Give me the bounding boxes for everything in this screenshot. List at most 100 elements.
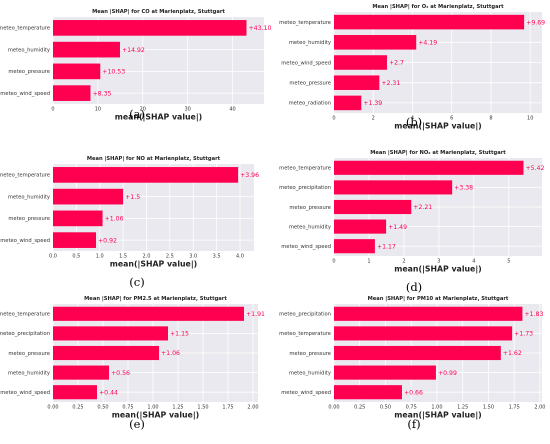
category-label: meteo_wind_speed <box>0 238 50 244</box>
category-label: meteo_temperature <box>0 312 50 318</box>
x-tick-label: 1.50 <box>197 405 208 411</box>
subfigure-label: (e) <box>129 417 145 431</box>
bar-value-label: +0.92 <box>98 237 117 244</box>
bar-value-label: +14.92 <box>122 47 145 54</box>
x-tick-label: 2.00 <box>247 405 258 411</box>
category-label: meteo_pressure <box>8 69 50 75</box>
category-label: meteo_humidity <box>8 47 50 53</box>
category-label: meteo_temperature <box>0 173 50 179</box>
category-label: meteo_temperature <box>279 331 331 337</box>
chart-panel: +3.96 meteo_temperature +1.5 meteo_humidity… <box>0 156 259 289</box>
bar <box>53 20 247 36</box>
category-label: meteo_wind_speed <box>281 390 331 396</box>
x-tick-label: 1.0 <box>96 254 104 260</box>
bar-value-label: +2.31 <box>381 80 400 87</box>
x-tick-label: 10 <box>527 116 533 122</box>
bar <box>334 326 513 341</box>
bar <box>334 345 501 361</box>
subfigure-label: (f) <box>407 417 420 431</box>
x-tick-label: 1.50 <box>483 405 494 411</box>
x-tick-label: 40 <box>229 107 235 113</box>
bar-value-label: +0.56 <box>111 370 130 377</box>
bar <box>53 365 109 380</box>
bar-value-label: +43.10 <box>248 25 271 32</box>
x-tick-label: 0.75 <box>406 405 417 411</box>
bar-value-label: +4.19 <box>418 40 437 47</box>
bar-value-label: +1.62 <box>503 350 522 357</box>
chart-panel: +9.69 meteo_temperature +4.19 meteo_humidit… <box>279 4 545 132</box>
x-tick-label: 0.25 <box>72 405 83 411</box>
bar <box>334 55 387 70</box>
x-tick-label: 0 <box>332 259 335 265</box>
bar-value-label: +3.38 <box>454 185 473 192</box>
category-label: meteo_humidity <box>8 370 50 376</box>
x-tick-label: 1.00 <box>147 405 158 411</box>
bar <box>53 385 97 400</box>
x-tick-label: 1 <box>367 259 370 265</box>
bar-value-label: +1.83 <box>524 311 543 318</box>
bar <box>334 180 453 195</box>
bar-value-label: +0.44 <box>99 389 118 396</box>
bar-value-label: +1.39 <box>363 100 382 107</box>
category-label: meteo_temperature <box>279 166 331 172</box>
category-label: meteo_precipitation <box>279 185 331 191</box>
category-label: meteo_pressure <box>8 216 50 222</box>
bar <box>334 365 436 380</box>
bar-value-label: +0.99 <box>438 370 457 377</box>
bar-value-label: +10.53 <box>102 69 125 76</box>
bar-value-label: +1.06 <box>161 350 180 357</box>
x-tick-label: 0.5 <box>72 254 80 260</box>
category-label: meteo_pressure <box>289 205 331 211</box>
bar <box>334 35 417 50</box>
category-label: meteo_pressure <box>289 81 331 87</box>
x-tick-label: 6 <box>450 116 453 122</box>
x-tick-label: 2.5 <box>166 254 174 260</box>
category-label: meteo_pressure <box>289 351 331 357</box>
category-label: meteo_temperature <box>0 26 50 32</box>
category-label: meteo_precipitation <box>279 312 331 318</box>
bar <box>334 14 525 30</box>
x-tick-label: 8 <box>489 116 492 122</box>
category-label: meteo_humidity <box>289 40 331 46</box>
category-label: meteo_temperature <box>279 20 331 26</box>
category-label: meteo_wind_speed <box>281 244 331 250</box>
chart-panel: +1.83 meteo_precipitation +1.73 meteo_tempe… <box>279 296 545 431</box>
x-tick-label: 2 <box>372 116 375 122</box>
bar-value-label: +1.73 <box>514 331 533 338</box>
x-tick-label: 0.0 <box>49 254 57 260</box>
category-label: meteo_wind_speed <box>281 60 331 66</box>
category-label: meteo_humidity <box>8 194 50 200</box>
bar-value-label: +9.69 <box>526 19 545 26</box>
chart-title: Mean |SHAP| for NO at Marienplatz, Stutt… <box>87 156 221 162</box>
bar <box>334 239 375 254</box>
x-tick-label: 0.00 <box>328 405 339 411</box>
x-tick-label: 2.0 <box>143 254 151 260</box>
subfigure-label: (d) <box>406 280 422 294</box>
chart-panel: +1.91 meteo_temperature +1.15 meteo_precipi… <box>0 296 265 431</box>
x-tick-label: 0.50 <box>380 405 391 411</box>
x-tick-label: 1.5 <box>119 254 127 260</box>
bar <box>334 95 362 111</box>
chart-title: Mean |SHAP| for O₃ at Marienplatz, Stutt… <box>372 4 504 10</box>
category-label: meteo_wind_speed <box>0 91 50 97</box>
bar-value-label: +1.06 <box>105 216 124 223</box>
x-tick-label: 2 <box>402 259 405 265</box>
x-axis-label: mean(|SHAP value|) <box>394 122 482 132</box>
bar-value-label: +1.49 <box>388 224 407 231</box>
category-label: meteo_pressure <box>8 351 50 357</box>
subfigure-label: (c) <box>129 275 144 289</box>
bar <box>53 167 239 183</box>
x-tick-label: 4 <box>411 116 414 122</box>
x-tick-label: 0 <box>51 107 54 113</box>
bar-value-label: +5.42 <box>525 165 544 172</box>
bar <box>53 345 159 361</box>
bar <box>53 326 168 341</box>
bar <box>53 210 103 227</box>
bar <box>334 219 387 234</box>
x-axis-label: mean(|SHAP value|) <box>115 113 203 123</box>
x-tick-label: 1.75 <box>222 405 233 411</box>
bar <box>53 306 244 321</box>
x-tick-label: 5 <box>507 259 510 265</box>
category-label: meteo_humidity <box>289 370 331 376</box>
